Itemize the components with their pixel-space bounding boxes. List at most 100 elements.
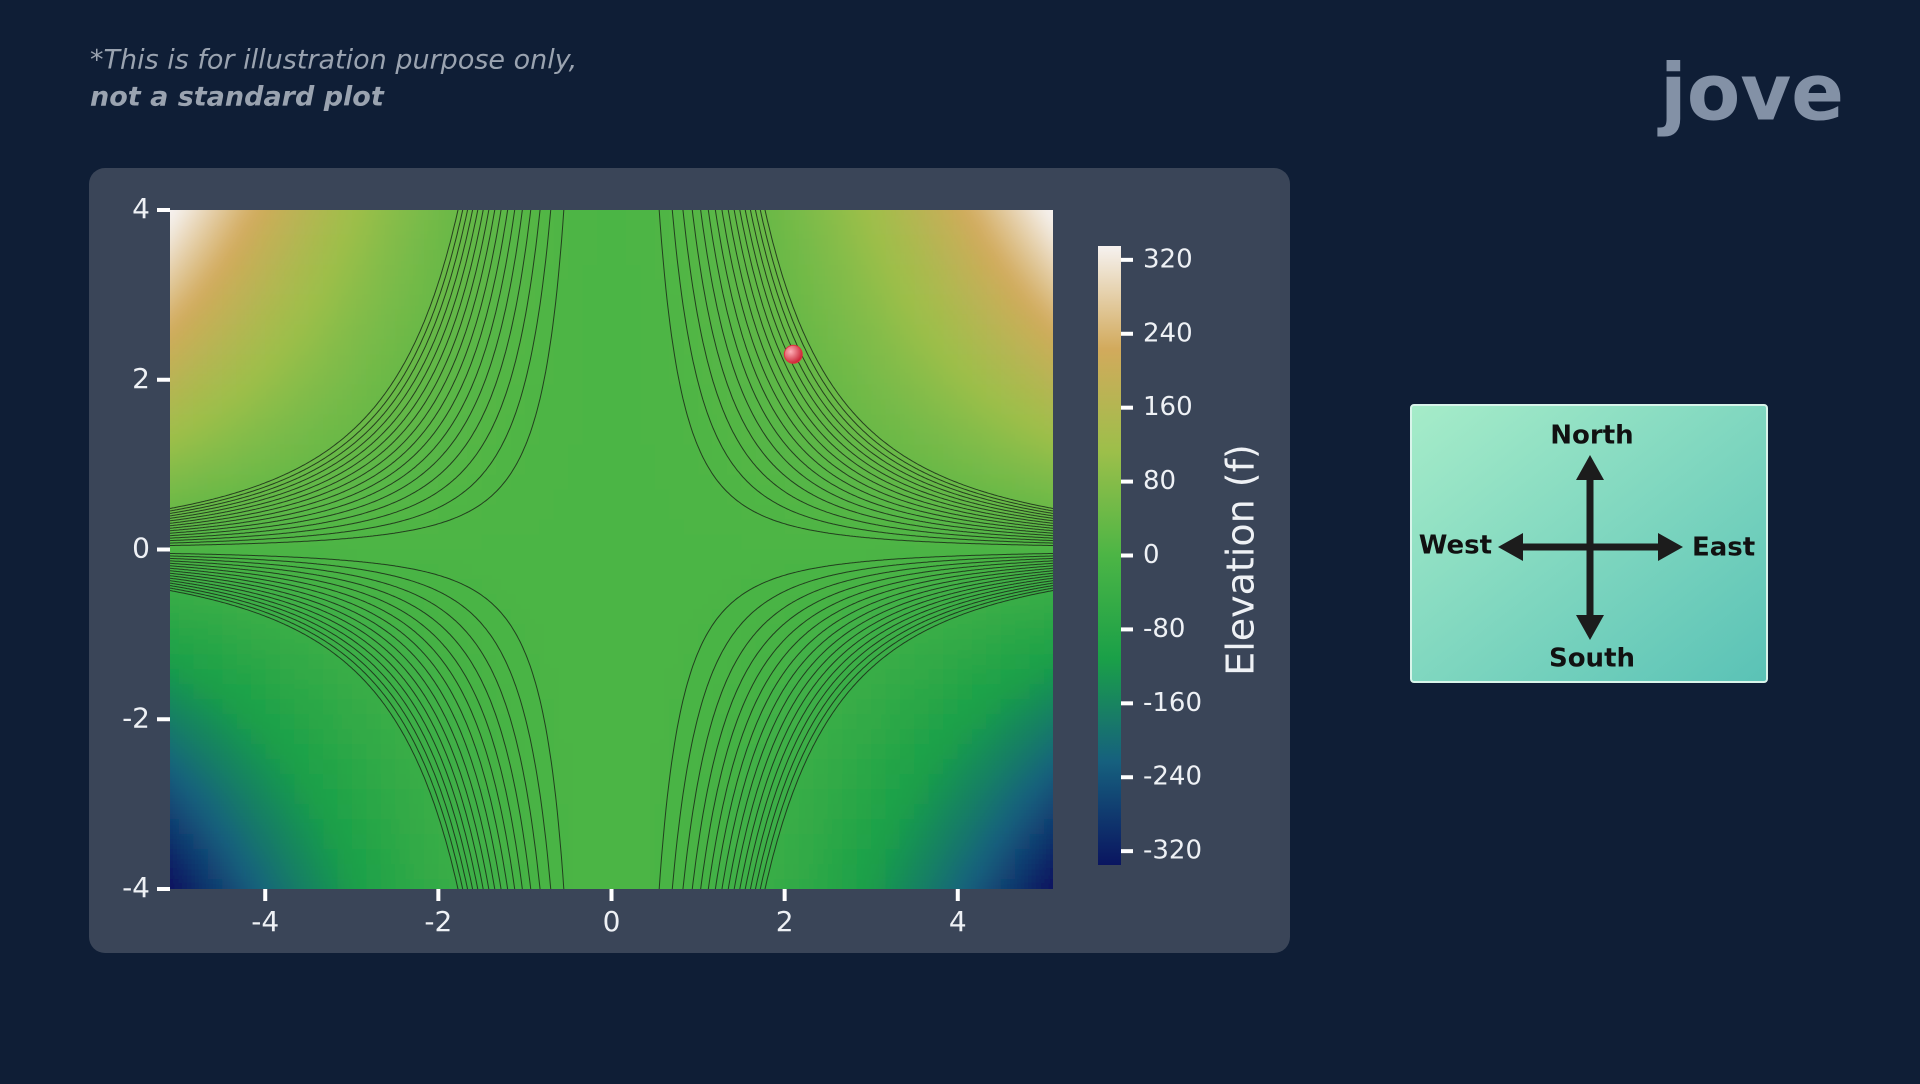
heat-cell <box>265 849 281 865</box>
heat-cell <box>698 519 714 536</box>
heat-cell <box>294 834 310 850</box>
heat-cell <box>294 264 310 281</box>
heat-cell <box>409 684 425 700</box>
heat-cell <box>770 249 786 266</box>
heat-cell <box>1015 774 1031 790</box>
heat-cell <box>986 699 1002 715</box>
heat-cell <box>178 819 194 835</box>
heat-cell <box>986 534 1002 551</box>
heat-cell <box>813 819 829 835</box>
heat-cell <box>207 624 223 640</box>
heat-cell <box>798 834 815 850</box>
heat-cell <box>467 594 483 611</box>
heat-cell <box>193 219 209 236</box>
heat-cell <box>625 504 641 521</box>
heat-cell <box>611 309 627 326</box>
heat-cell <box>1044 354 1053 371</box>
heat-cell <box>1029 879 1045 889</box>
heat-cell <box>625 654 641 670</box>
heat-cell <box>597 219 613 236</box>
heat-cell <box>1029 324 1045 341</box>
heat-cell <box>654 249 670 266</box>
heat-cell <box>928 699 944 715</box>
heat-cell <box>351 834 367 850</box>
heat-cell <box>597 534 613 551</box>
heat-cell <box>380 744 396 760</box>
heat-cell <box>928 234 944 251</box>
heat-cell <box>553 819 569 835</box>
heat-cell <box>943 399 959 416</box>
heat-cell <box>669 399 685 416</box>
heat-cell <box>1029 669 1045 685</box>
heat-cell <box>236 684 252 700</box>
contour-line <box>170 210 502 529</box>
heat-cell <box>1015 369 1031 386</box>
heat-cell <box>1044 549 1053 566</box>
heat-cell <box>625 414 641 431</box>
heat-cell <box>395 729 411 745</box>
heat-cell <box>265 864 281 880</box>
heat-cell <box>351 789 367 805</box>
heat-cell <box>827 519 843 536</box>
heat-cell <box>755 669 771 685</box>
heat-cell <box>351 654 367 670</box>
heat-cell <box>553 594 569 611</box>
heat-cell <box>279 219 295 236</box>
heat-cell <box>871 774 887 790</box>
heat-cell <box>510 414 526 431</box>
heat-cell <box>170 219 180 236</box>
heat-cell <box>871 264 887 281</box>
heat-cell <box>827 834 843 850</box>
heat-cell <box>928 414 944 431</box>
heat-cell <box>496 234 512 251</box>
heat-cell <box>669 414 685 431</box>
heat-cell <box>265 759 281 775</box>
heat-cell <box>957 639 973 655</box>
heat-cell <box>351 624 367 640</box>
heat-cell <box>380 804 396 820</box>
heat-cell <box>553 399 569 416</box>
heat-cell <box>957 384 973 401</box>
heat-cell <box>1044 579 1053 596</box>
heat-cell <box>265 654 281 670</box>
heat-cell <box>170 564 180 581</box>
heat-cell <box>755 819 771 835</box>
heat-cell <box>568 669 584 685</box>
heat-cell <box>625 459 641 476</box>
heat-cell <box>568 279 584 296</box>
heat-cell <box>741 879 757 889</box>
heat-cell <box>193 414 209 431</box>
heat-cell <box>842 864 858 880</box>
heat-cell <box>813 294 829 311</box>
heat-cell <box>741 444 757 461</box>
heat-cell <box>568 534 584 551</box>
heat-cell <box>625 729 641 745</box>
colorbar <box>1098 246 1121 865</box>
heat-cell <box>611 834 627 850</box>
heat-cell <box>726 564 742 581</box>
heat-cell <box>236 804 252 820</box>
heat-cell <box>323 384 339 401</box>
heat-cell <box>1000 579 1016 596</box>
heat-cell <box>827 294 843 311</box>
heat-cell <box>914 759 930 775</box>
heat-cell <box>236 774 252 790</box>
heat-cell <box>582 789 598 805</box>
heat-cell <box>1015 684 1031 700</box>
heat-cell <box>424 459 440 476</box>
heat-cell <box>755 864 771 880</box>
heat-cell <box>972 654 988 670</box>
heat-cell <box>337 210 353 221</box>
heat-cell <box>308 444 324 461</box>
heat-cell <box>986 759 1002 775</box>
heat-cell <box>193 309 209 326</box>
heat-cell <box>207 324 223 341</box>
heat-cell <box>885 354 901 371</box>
heat-cell <box>625 294 641 311</box>
heat-cell <box>683 699 699 715</box>
arrow-head <box>1658 533 1683 561</box>
heat-cell <box>827 534 843 551</box>
heat-cell <box>496 879 512 889</box>
heat-cell <box>481 339 497 356</box>
heat-cell <box>510 879 526 889</box>
